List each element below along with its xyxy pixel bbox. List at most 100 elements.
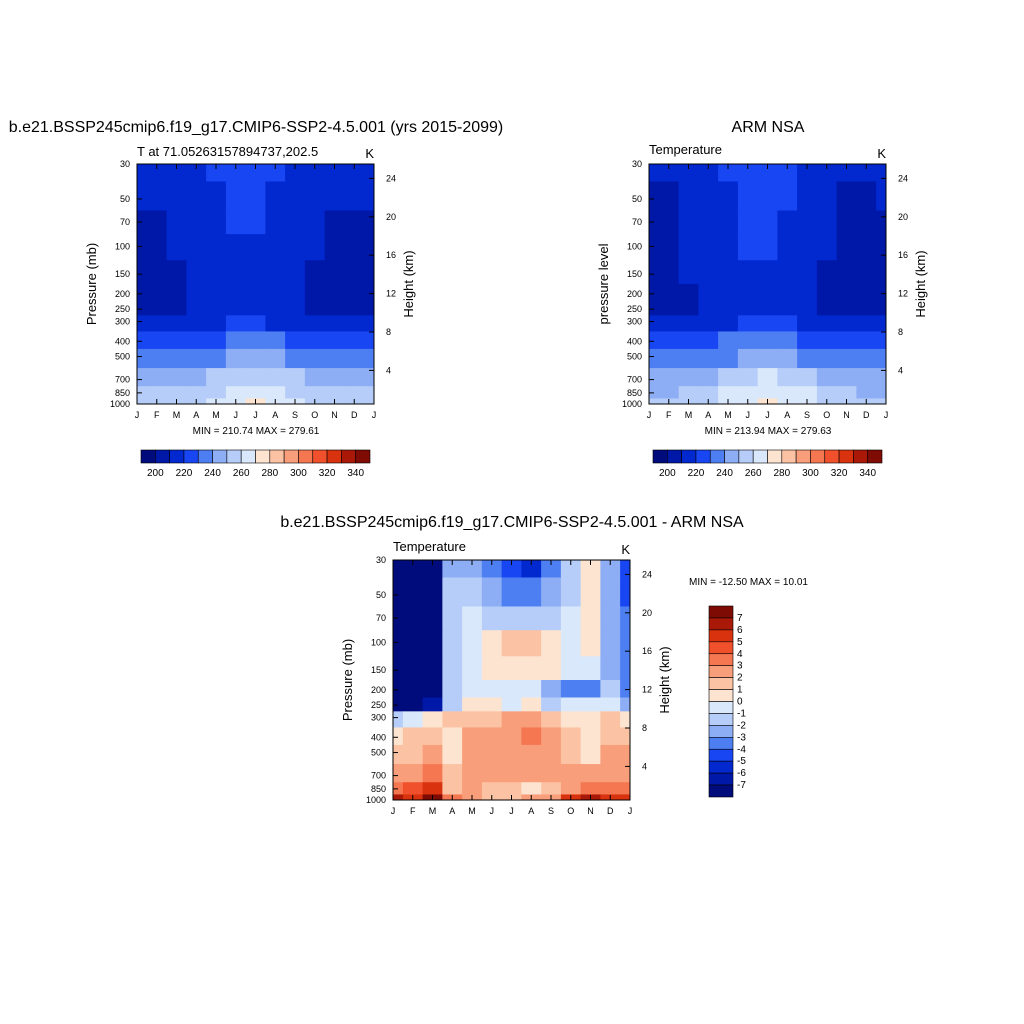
colorbar-swatch xyxy=(781,449,797,464)
colorbar-swatch xyxy=(810,449,826,464)
heatmap-cell xyxy=(501,711,522,729)
heatmap-cell xyxy=(777,284,798,303)
heatmap-cell xyxy=(560,560,582,579)
heatmap-cell xyxy=(649,234,660,261)
heatmap-cell xyxy=(186,315,207,333)
heatmap-cell xyxy=(836,301,857,316)
y-tick-label: 400 xyxy=(627,336,642,346)
heatmap-cell xyxy=(245,164,266,183)
heatmap-cell xyxy=(137,234,148,261)
heatmap-cell xyxy=(344,260,365,285)
heatmap-cell xyxy=(285,386,306,400)
y-tick-label: 100 xyxy=(371,637,386,647)
heatmap-cell xyxy=(186,210,207,235)
x-tick-label: O xyxy=(311,410,318,420)
heatmap-cell xyxy=(462,697,483,712)
heatmap-cell xyxy=(462,630,483,657)
heatmap-cell xyxy=(658,260,680,285)
heatmap-cell xyxy=(737,368,759,387)
x-tick-label: J xyxy=(647,410,652,420)
y-right-tick-label: 16 xyxy=(386,250,396,260)
heatmap-cell xyxy=(797,164,818,183)
colorbar-swatch xyxy=(708,737,734,750)
y-tick-label: 150 xyxy=(627,269,642,279)
x-tick-label: A xyxy=(528,806,534,816)
heatmap-cell xyxy=(481,680,503,699)
heatmap-cell xyxy=(521,697,542,712)
heatmap-cell xyxy=(678,164,699,183)
colorbar-label: 340 xyxy=(347,468,364,479)
y-tick-label: 70 xyxy=(376,613,386,623)
heatmap-cell xyxy=(856,301,877,316)
y-tick-label: 700 xyxy=(627,375,642,385)
heatmap-cell xyxy=(777,234,798,261)
heatmap-cell xyxy=(797,210,818,235)
heatmap-cell xyxy=(166,164,187,183)
heatmap-cell xyxy=(481,727,503,746)
colorbar-swatch xyxy=(169,449,185,464)
heatmap-cell xyxy=(757,348,778,369)
heatmap-cell xyxy=(521,680,542,699)
heatmap-cell xyxy=(541,577,562,608)
heatmap-cell xyxy=(678,331,699,350)
heatmap-cell xyxy=(737,181,759,212)
colorbar-label: 260 xyxy=(233,468,250,479)
heatmap-cell xyxy=(285,210,306,235)
y-right-tick-label: 4 xyxy=(898,365,903,375)
heatmap-cell xyxy=(285,260,306,285)
heatmap-cell xyxy=(856,348,877,369)
heatmap-cell xyxy=(658,348,680,369)
heatmap-cell xyxy=(678,315,699,333)
colorbar-label: 320 xyxy=(831,468,848,479)
heatmap-cell xyxy=(304,164,326,183)
colorbar-label: 5 xyxy=(737,637,743,648)
heatmap-cell xyxy=(137,284,148,303)
x-tick-label: N xyxy=(843,410,850,420)
x-tick-label: J xyxy=(765,410,770,420)
heatmap-cell xyxy=(265,331,286,350)
heatmap-cell xyxy=(364,234,374,261)
heatmap-cell xyxy=(521,744,542,765)
heatmap-cell xyxy=(876,315,886,333)
heatmap-cell xyxy=(402,711,424,729)
colorbar-swatch xyxy=(708,713,734,726)
heatmap-cell xyxy=(245,284,266,303)
heatmap-cell xyxy=(560,630,582,657)
heatmap-cell xyxy=(225,234,247,261)
heatmap-cell xyxy=(757,210,778,235)
y-tick-label: 200 xyxy=(371,685,386,695)
heatmap-cell xyxy=(206,164,227,183)
heatmap-cell xyxy=(245,181,266,212)
colorbar-label: 320 xyxy=(319,468,336,479)
heatmap-cell xyxy=(393,697,404,712)
heatmap-cell xyxy=(304,210,326,235)
heatmap-cell xyxy=(324,210,345,235)
colorbar-swatch xyxy=(312,449,328,464)
heatmap-cell xyxy=(737,348,759,369)
heatmap-cell xyxy=(718,284,739,303)
heatmap-cell xyxy=(501,560,522,579)
colorbar-swatch xyxy=(667,449,682,464)
heatmap-cell xyxy=(600,697,621,712)
heatmap-cell xyxy=(422,577,443,608)
colorbar-swatch xyxy=(708,748,734,762)
heatmap-cell xyxy=(856,331,877,350)
heatmap-cell xyxy=(876,234,886,261)
heatmap-cell xyxy=(836,164,857,183)
colorbar-swatch xyxy=(853,449,868,464)
heatmap-cell xyxy=(304,368,326,387)
heatmap-cell xyxy=(816,260,838,285)
heatmap-cell xyxy=(856,284,877,303)
heatmap-cell xyxy=(206,210,227,235)
y-tick-label: 500 xyxy=(627,352,642,362)
heatmap-cell xyxy=(678,348,699,369)
min-max-label: MIN = -12.50 MAX = 10.01 xyxy=(689,577,808,588)
heatmap-cell xyxy=(186,386,207,400)
heatmap-cell xyxy=(580,711,601,729)
heatmap-cell xyxy=(501,764,522,783)
heatmap-cell xyxy=(649,260,660,285)
y-tick-label: 500 xyxy=(371,748,386,758)
heatmap-cell xyxy=(600,630,621,657)
colorbar-swatch xyxy=(226,449,242,464)
heatmap-cell xyxy=(580,744,601,765)
